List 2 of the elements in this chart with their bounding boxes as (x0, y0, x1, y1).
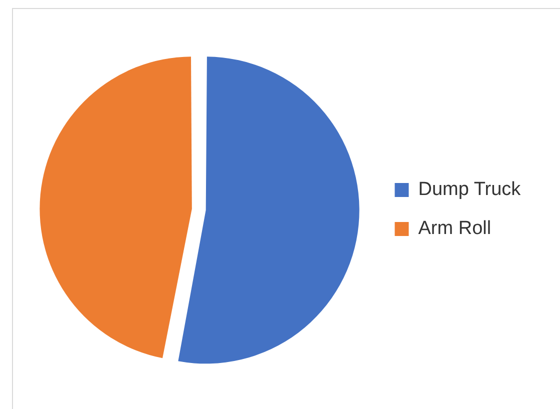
legend-label: Arm Roll (418, 218, 492, 240)
legend-label: Dump Truck (418, 179, 522, 200)
